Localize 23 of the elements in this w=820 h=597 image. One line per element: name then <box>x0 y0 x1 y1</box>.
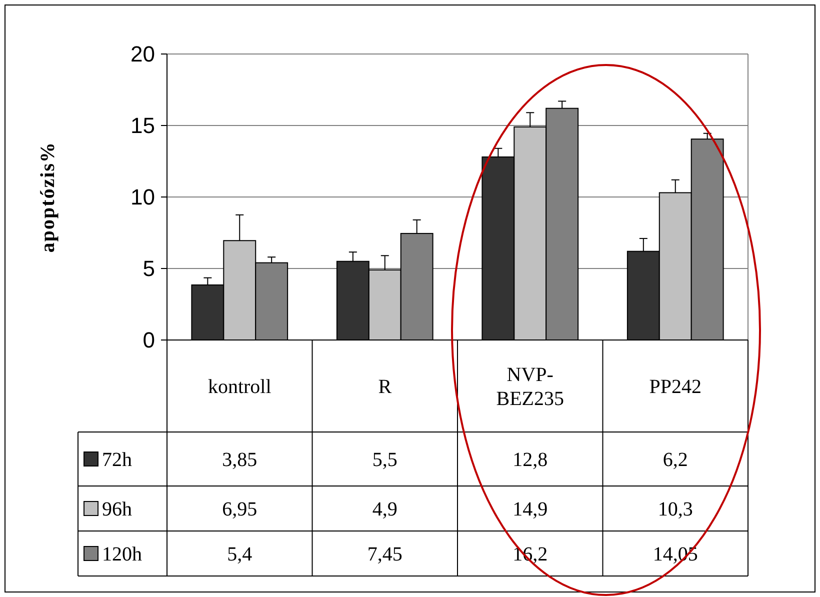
x-tick-label: R <box>378 376 392 398</box>
y-tick-label: 5 <box>142 256 155 282</box>
data-label: 14,9 <box>512 498 548 520</box>
legend-label: 96h <box>102 498 132 520</box>
x-tick-label: NVP-BEZ235 <box>496 364 564 410</box>
data-label: 4,9 <box>372 498 398 520</box>
data-label: 5,5 <box>372 449 398 471</box>
y-axis-title: apoptózis% <box>37 141 59 253</box>
y-tick-label: 20 <box>130 42 155 67</box>
data-label: 10,3 <box>658 498 693 520</box>
data-label: 3,85 <box>222 449 258 471</box>
y-tick-label: 0 <box>142 328 155 353</box>
legend-label: 72h <box>102 449 132 471</box>
x-tick-label: kontroll <box>208 376 272 398</box>
data-label: 6,95 <box>222 498 258 520</box>
y-tick-label: 15 <box>130 113 155 138</box>
legend-label: 120h <box>102 544 142 566</box>
x-tick-label: PP242 <box>649 376 702 398</box>
data-label: 6,2 <box>662 449 688 471</box>
data-label: 5,4 <box>227 544 252 566</box>
data-label: 12,8 <box>512 449 548 471</box>
y-tick-label: 10 <box>130 184 155 210</box>
data-label: 7,45 <box>367 544 402 566</box>
